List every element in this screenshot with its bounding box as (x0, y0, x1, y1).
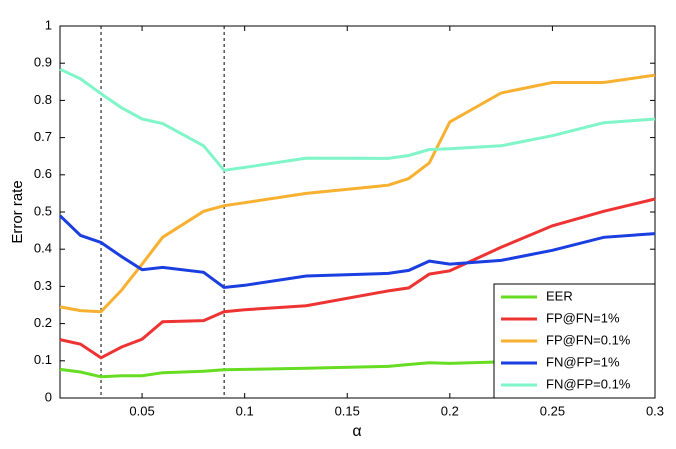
y-tick-label: 0.7 (34, 129, 52, 144)
x-tick-label: 0.05 (129, 403, 154, 418)
series-line (59, 73, 656, 314)
legend-label: FN@FP=1% (546, 354, 620, 369)
y-tick-label: 1 (45, 17, 52, 32)
y-tick-label: 0.3 (34, 278, 52, 293)
x-tick-label: 0.1 (236, 403, 254, 418)
y-axis-label: Error rate (9, 180, 26, 243)
legend-label: EER (546, 288, 573, 303)
x-tick-label: 0.15 (335, 403, 360, 418)
x-tick-label: 0.3 (646, 403, 664, 418)
x-tick-label: 0.25 (540, 403, 565, 418)
legend-label: FP@FN=1% (546, 310, 620, 325)
x-tick-label: 0.2 (441, 403, 459, 418)
series-line (59, 67, 656, 172)
y-tick-label: 0.6 (34, 166, 52, 181)
y-tick-label: 0 (45, 389, 52, 404)
x-axis-label: α (352, 423, 361, 440)
legend-label: FN@FP=0.1% (546, 376, 631, 391)
y-tick-label: 0.9 (34, 55, 52, 70)
y-tick-label: 0.8 (34, 92, 52, 107)
legend-label: FP@FN=0.1% (546, 332, 631, 347)
y-tick-label: 0.5 (34, 203, 52, 218)
y-tick-label: 0.2 (34, 315, 52, 330)
series-line (59, 197, 656, 360)
y-tick-label: 0.4 (34, 241, 52, 256)
series-line (58, 214, 656, 290)
y-tick-label: 0.1 (34, 352, 52, 367)
